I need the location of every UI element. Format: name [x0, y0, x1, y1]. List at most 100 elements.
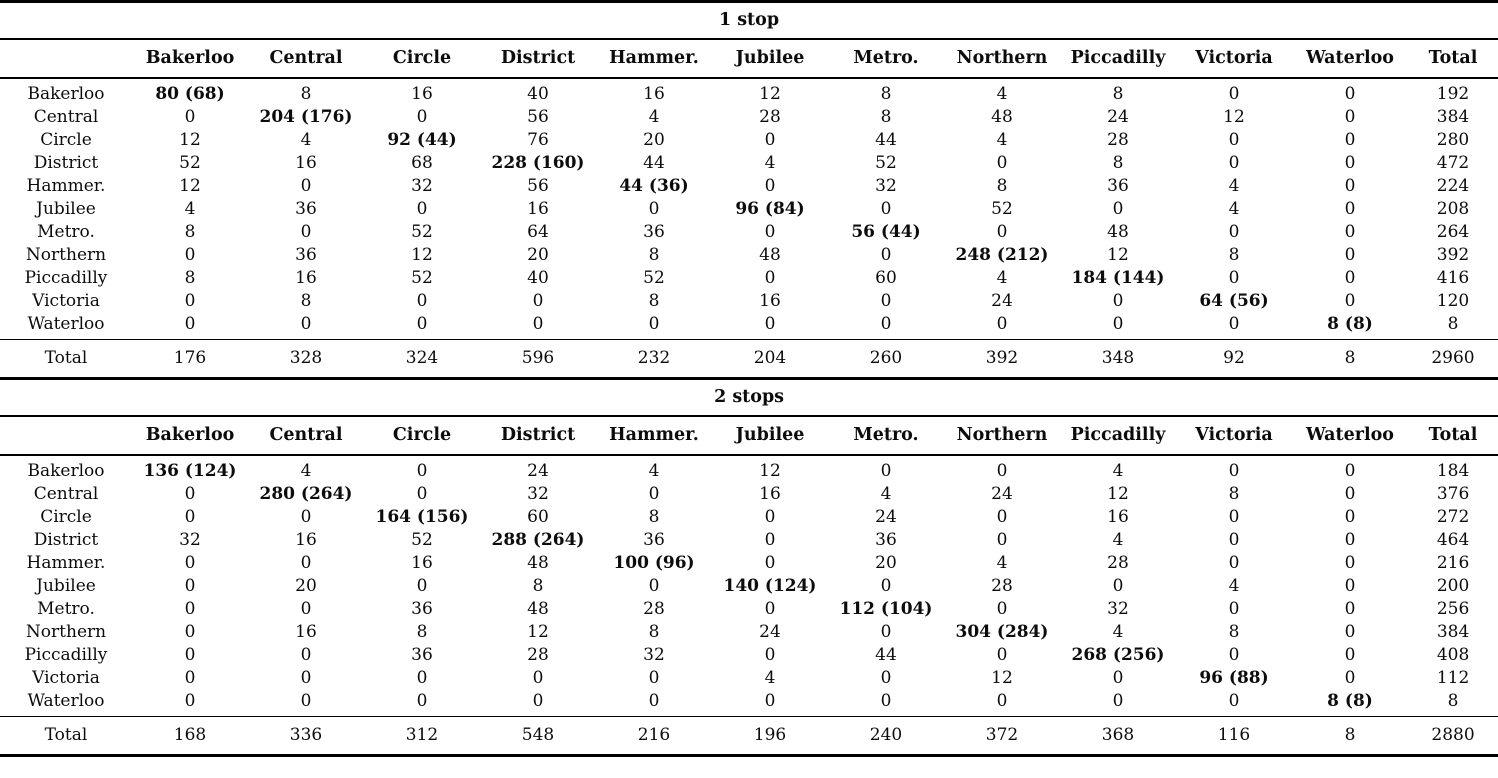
cell-bakerloo-total: 192: [1436, 84, 1470, 104]
total-cell-piccadilly: 368: [1060, 716, 1176, 756]
row-label-northern: Northern: [25, 622, 107, 642]
cell-northern-northern: 248 (212): [955, 245, 1049, 265]
cell-circle-district: 76: [527, 130, 549, 150]
col-header-district: District: [480, 416, 596, 456]
cell-jubilee-hammer: 0: [648, 576, 660, 596]
cell-victoria-waterloo: 0: [1344, 291, 1356, 311]
cell-district-total: 464: [1436, 530, 1470, 550]
stops-table-2-stops: 2 stops Bakerloo Central Circle District Hamm…: [0, 377, 1498, 757]
cell-central-central: 280 (264): [259, 484, 353, 504]
col-header-jubilee: Jubilee: [712, 416, 828, 456]
cell-district-district: 228 (160): [491, 153, 585, 173]
col-header-northern: Northern: [944, 416, 1060, 456]
cell-metro-circle: 52: [411, 222, 433, 242]
cell-northern-jubilee: 24: [759, 622, 781, 642]
cell-northern-district: 12: [527, 622, 549, 642]
cell-jubilee-piccadilly: 0: [1112, 199, 1124, 219]
row-label-waterloo: Waterloo: [27, 691, 105, 711]
cell-district-bakerloo: 52: [179, 153, 201, 173]
cell-piccadilly-central: 16: [295, 268, 317, 288]
row-label-northern: Northern: [25, 245, 107, 265]
cell-bakerloo-jubilee: 12: [759, 461, 781, 481]
cell-metro-jubilee: 0: [764, 222, 776, 242]
data-row-northern: Northern 0 36 12 20 8 48 0 248 (212) 12 8 0 392: [0, 244, 1498, 267]
col-header-circle: Circle: [364, 416, 480, 456]
col-header-jubilee: Jubilee: [712, 39, 828, 79]
cell-piccadilly-total: 416: [1436, 268, 1470, 288]
cell-waterloo-central: 0: [300, 691, 312, 711]
cell-metro-piccadilly: 48: [1107, 222, 1129, 242]
cell-northern-total: 392: [1436, 245, 1470, 265]
cell-waterloo-metro: 0: [880, 314, 892, 334]
cell-piccadilly-waterloo: 0: [1344, 645, 1356, 665]
cell-hammer-circle: 16: [411, 553, 433, 573]
cell-waterloo-piccadilly: 0: [1112, 691, 1124, 711]
cell-waterloo-waterloo: 8 (8): [1327, 691, 1373, 711]
cell-jubilee-total: 200: [1436, 576, 1470, 596]
col-header-bakerloo: Bakerloo: [132, 416, 248, 456]
cell-district-waterloo: 0: [1344, 530, 1356, 550]
cell-waterloo-northern: 0: [996, 691, 1008, 711]
cell-central-metro: 8: [880, 107, 892, 127]
data-row-victoria: Victoria 0 0 0 0 0 4 0 12 0 96 (88) 0 112: [0, 667, 1498, 690]
cell-jubilee-waterloo: 0: [1344, 199, 1356, 219]
cell-bakerloo-metro: 8: [880, 84, 892, 104]
cell-bakerloo-piccadilly: 4: [1112, 461, 1124, 481]
total-cell-district: 548: [480, 716, 596, 756]
data-row-piccadilly: Piccadilly 8 16 52 40 52 0 60 4 184 (144) 0 0 416: [0, 267, 1498, 290]
cell-circle-jubilee: 0: [764, 507, 776, 527]
cell-hammer-total: 224: [1436, 176, 1470, 196]
col-header-northern: Northern: [944, 39, 1060, 79]
cell-central-waterloo: 0: [1344, 107, 1356, 127]
cell-central-northern: 48: [991, 107, 1013, 127]
cell-hammer-victoria: 4: [1228, 176, 1240, 196]
cell-circle-total: 272: [1436, 507, 1470, 527]
cell-victoria-victoria: 64 (56): [1199, 291, 1269, 311]
col-header-total: Total: [1408, 416, 1498, 456]
cell-victoria-northern: 24: [991, 291, 1013, 311]
cell-victoria-jubilee: 16: [759, 291, 781, 311]
cell-hammer-northern: 8: [996, 176, 1008, 196]
cell-waterloo-bakerloo: 0: [184, 691, 196, 711]
cell-hammer-metro: 32: [875, 176, 897, 196]
cell-northern-central: 36: [295, 245, 317, 265]
cell-jubilee-central: 20: [295, 576, 317, 596]
cell-bakerloo-bakerloo: 80 (68): [155, 84, 225, 104]
row-label-jubilee: Jubilee: [36, 576, 96, 596]
cell-central-waterloo: 0: [1344, 484, 1356, 504]
cell-waterloo-hammer: 0: [648, 314, 660, 334]
cell-northern-bakerloo: 0: [184, 622, 196, 642]
cell-bakerloo-district: 40: [527, 84, 549, 104]
row-label-victoria: Victoria: [32, 291, 100, 311]
cell-central-jubilee: 28: [759, 107, 781, 127]
data-row-northern: Northern 0 16 8 12 8 24 0 304 (284) 4 8 0 384: [0, 621, 1498, 644]
cell-piccadilly-district: 28: [527, 645, 549, 665]
cell-hammer-hammer: 44 (36): [619, 176, 689, 196]
cell-jubilee-circle: 0: [416, 199, 428, 219]
cell-district-victoria: 0: [1228, 153, 1240, 173]
cell-hammer-piccadilly: 28: [1107, 553, 1129, 573]
cell-circle-metro: 44: [875, 130, 897, 150]
cell-jubilee-total: 208: [1436, 199, 1470, 219]
cell-victoria-waterloo: 0: [1344, 668, 1356, 688]
total-cell-bakerloo: 176: [132, 339, 248, 377]
cell-victoria-piccadilly: 0: [1112, 291, 1124, 311]
row-label-district: District: [33, 530, 99, 550]
cell-metro-bakerloo: 8: [184, 222, 196, 242]
col-header-hammer: Hammer.: [596, 416, 712, 456]
data-row-waterloo: Waterloo 0 0 0 0 0 0 0 0 0 0 8 (8) 8: [0, 313, 1498, 340]
cell-piccadilly-central: 0: [300, 645, 312, 665]
cell-northern-circle: 12: [411, 245, 433, 265]
cell-district-total: 472: [1436, 153, 1470, 173]
cell-northern-victoria: 8: [1228, 622, 1240, 642]
cell-piccadilly-northern: 4: [996, 268, 1008, 288]
cell-waterloo-jubilee: 0: [764, 691, 776, 711]
row-label-bakerloo: Bakerloo: [27, 461, 105, 481]
cell-metro-northern: 0: [996, 599, 1008, 619]
row-label-piccadilly: Piccadilly: [24, 645, 108, 665]
cell-jubilee-piccadilly: 0: [1112, 576, 1124, 596]
cell-district-hammer: 36: [643, 530, 665, 550]
cell-metro-central: 0: [300, 222, 312, 242]
cell-central-circle: 0: [416, 107, 428, 127]
cell-bakerloo-victoria: 0: [1228, 461, 1240, 481]
